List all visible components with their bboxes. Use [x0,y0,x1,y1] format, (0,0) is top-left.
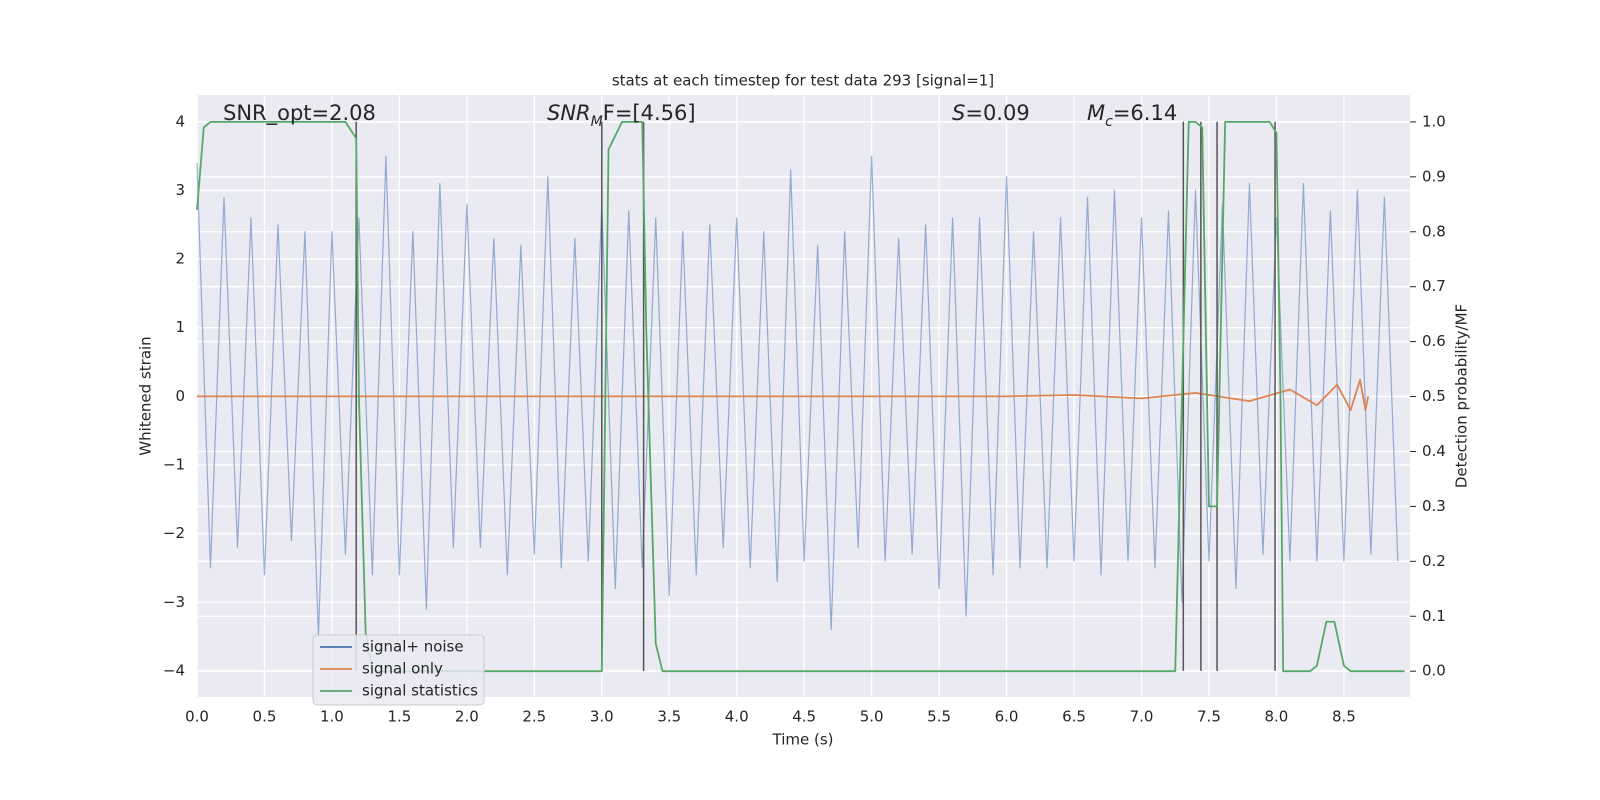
annotation-base: S [952,101,965,125]
y-tick-label: 2 [175,250,185,268]
x-tick-label: 2.0 [455,708,479,726]
y-tick-label: −1 [163,455,185,473]
x-tick-label: 5.0 [860,708,884,726]
x-tick-label: 3.0 [590,708,614,726]
annotation-sub: M [591,114,603,130]
annotation-base: SNR_opt=2.08 [223,101,376,126]
x-tick-label: 7.0 [1130,708,1154,726]
y-tick-label: −3 [163,593,185,611]
y2-tick-label: 0.4 [1422,442,1446,460]
x-tick-label: 4.5 [792,708,816,726]
x-axis-label: Time (s) [772,731,834,749]
y-axis-label: Whitened strain [137,336,155,455]
y2-tick-label: 0.6 [1422,332,1446,350]
x-tick-label: 8.0 [1264,708,1288,726]
y-tick-label: 0 [175,387,185,405]
y-tick-label: 4 [175,112,185,130]
x-tick-label: 3.5 [657,708,681,726]
x-tick-label: 4.0 [725,708,749,726]
y2-tick-label: 0.5 [1422,387,1446,405]
annotation-base: SNR [547,101,591,125]
x-tick-label: 6.0 [995,708,1019,726]
x-tick-label: 0.5 [253,708,277,726]
y-tick-label: −2 [163,524,185,542]
x-tick-label: 2.5 [522,708,546,726]
y2-tick-label: 1.0 [1422,112,1446,130]
annotation: SNR_opt=2.08 [223,101,376,126]
annotation: Mc=6.14 [1087,101,1177,130]
annotation-tail: =0.09 [965,101,1029,125]
y2-tick-label: 0.2 [1422,552,1446,570]
annotation: S=0.09 [952,101,1030,125]
y-tick-label: 3 [175,181,185,199]
series-line [197,378,1370,411]
x-tick-label: 0.0 [185,708,209,726]
chart-title: stats at each timestep for test data 293… [612,72,994,90]
x-tick-label: 1.0 [320,708,344,726]
x-tick-label: 5.5 [927,708,951,726]
annotation-tail: F=[4.56] [603,101,696,125]
y2-axis-label: Detection probability/MF [1453,304,1471,488]
x-tick-label: 1.5 [387,708,411,726]
y-tick-label: 1 [175,318,185,336]
legend-label: signal+ noise [362,638,464,656]
annotation: SNRMF=[4.56] [547,101,696,130]
y2-tick-label: 0.3 [1422,497,1446,515]
series-line [196,155,1399,638]
annotation-base: M [1087,101,1105,125]
y2-tick-label: 0.9 [1422,167,1446,185]
y-tick-label: −4 [163,661,185,679]
y2-tick-label: 0.1 [1422,607,1446,625]
x-tick-label: 7.5 [1197,708,1221,726]
legend-box [312,634,485,706]
y2-tick-label: 0.7 [1422,277,1446,295]
annotation-tail: =6.14 [1113,101,1177,125]
legend-label: signal only [362,660,443,678]
legend-label: signal statistics [362,682,478,700]
y2-tick-label: 0.0 [1422,662,1446,680]
x-tick-label: 6.5 [1062,708,1086,726]
annotation-sub: c [1105,114,1113,130]
y2-tick-label: 0.8 [1422,222,1446,240]
series-line [196,121,1405,673]
x-tick-label: 8.5 [1332,708,1356,726]
